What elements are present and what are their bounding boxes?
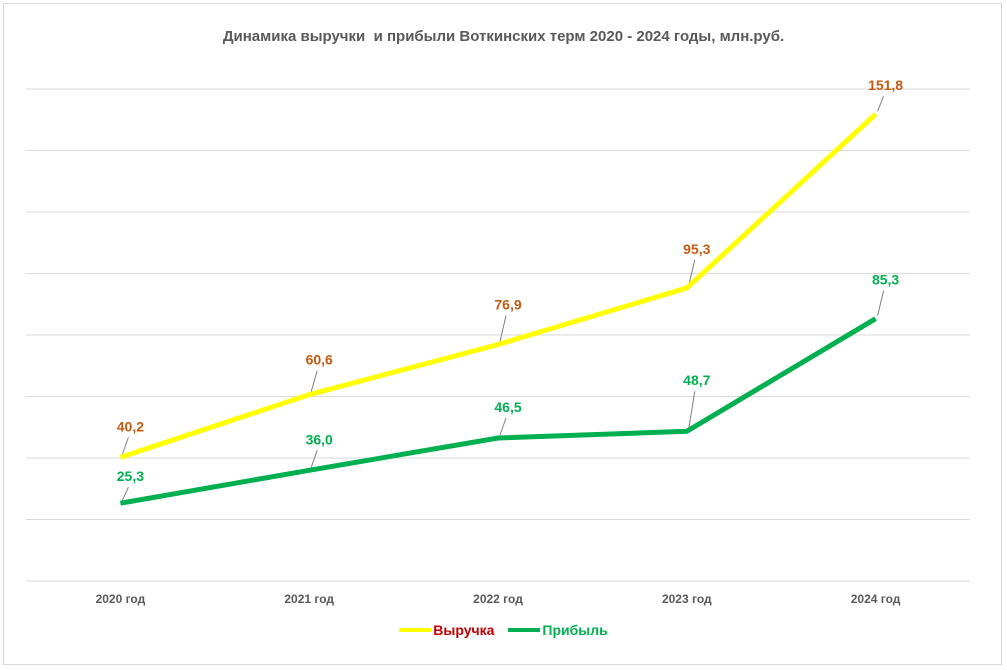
legend: Выручка Прибыль	[4, 622, 1003, 638]
data-label-revenue: 60,6	[306, 352, 333, 368]
legend-swatch-revenue	[399, 628, 432, 632]
x-axis-ticks: 2020 год 2021 год 2022 год 2023 год 2024 год	[96, 592, 901, 606]
series-lines	[119, 112, 878, 506]
data-label-revenue: 76,9	[494, 297, 521, 313]
legend-label-revenue: Выручка	[433, 622, 495, 638]
data-label-leader	[688, 259, 696, 286]
x-tick-label: 2020 год	[96, 592, 146, 606]
gridlines	[26, 88, 970, 582]
data-label-leader	[499, 417, 507, 436]
series-line-revenue	[119, 112, 878, 460]
data-label-leader	[877, 290, 885, 316]
x-tick-label: 2021 год	[284, 592, 334, 606]
data-label-revenue: 151,8	[868, 77, 903, 93]
data-label-leader	[121, 437, 129, 455]
legend-swatch-profit	[508, 628, 541, 632]
chart-title: Динамика выручки и прибыли Воткинских те…	[222, 28, 785, 45]
series-line-profit	[119, 316, 877, 506]
chart-frame: Динамика выручки и прибыли Воткинских те…	[3, 3, 1002, 665]
data-label-leader	[877, 96, 885, 112]
data-label-revenue: 95,3	[683, 241, 710, 257]
data-label-profit: 48,7	[683, 372, 710, 388]
data-labels: 40,2 60,6 76,9 95,3 151,8 25,3 36,0 46,5 48,7 85,…	[117, 77, 904, 484]
data-label-profit: 25,3	[117, 468, 144, 484]
chart-plot: 40,2 60,6 76,9 95,3 151,8 25,3 36,0 46,5 48,7 85,…	[26, 77, 970, 606]
x-tick-label: 2022 год	[473, 592, 523, 606]
data-label-leader	[499, 315, 507, 342]
data-label-leader	[688, 391, 696, 429]
data-label-leader	[310, 370, 318, 392]
legend-item-profit: Прибыль	[508, 622, 608, 638]
data-label-profit: 46,5	[494, 399, 521, 415]
x-tick-label: 2024 год	[851, 592, 901, 606]
data-label-profit: 36,0	[306, 431, 333, 447]
legend-label-profit: Прибыль	[542, 622, 608, 638]
data-label-leader	[310, 450, 318, 468]
data-label-leaders	[121, 96, 885, 501]
legend-item-revenue: Выручка	[399, 622, 494, 638]
x-tick-label: 2023 год	[662, 592, 712, 606]
data-label-profit: 85,3	[872, 272, 899, 288]
data-label-leader	[121, 486, 129, 501]
data-label-revenue: 40,2	[117, 418, 144, 434]
